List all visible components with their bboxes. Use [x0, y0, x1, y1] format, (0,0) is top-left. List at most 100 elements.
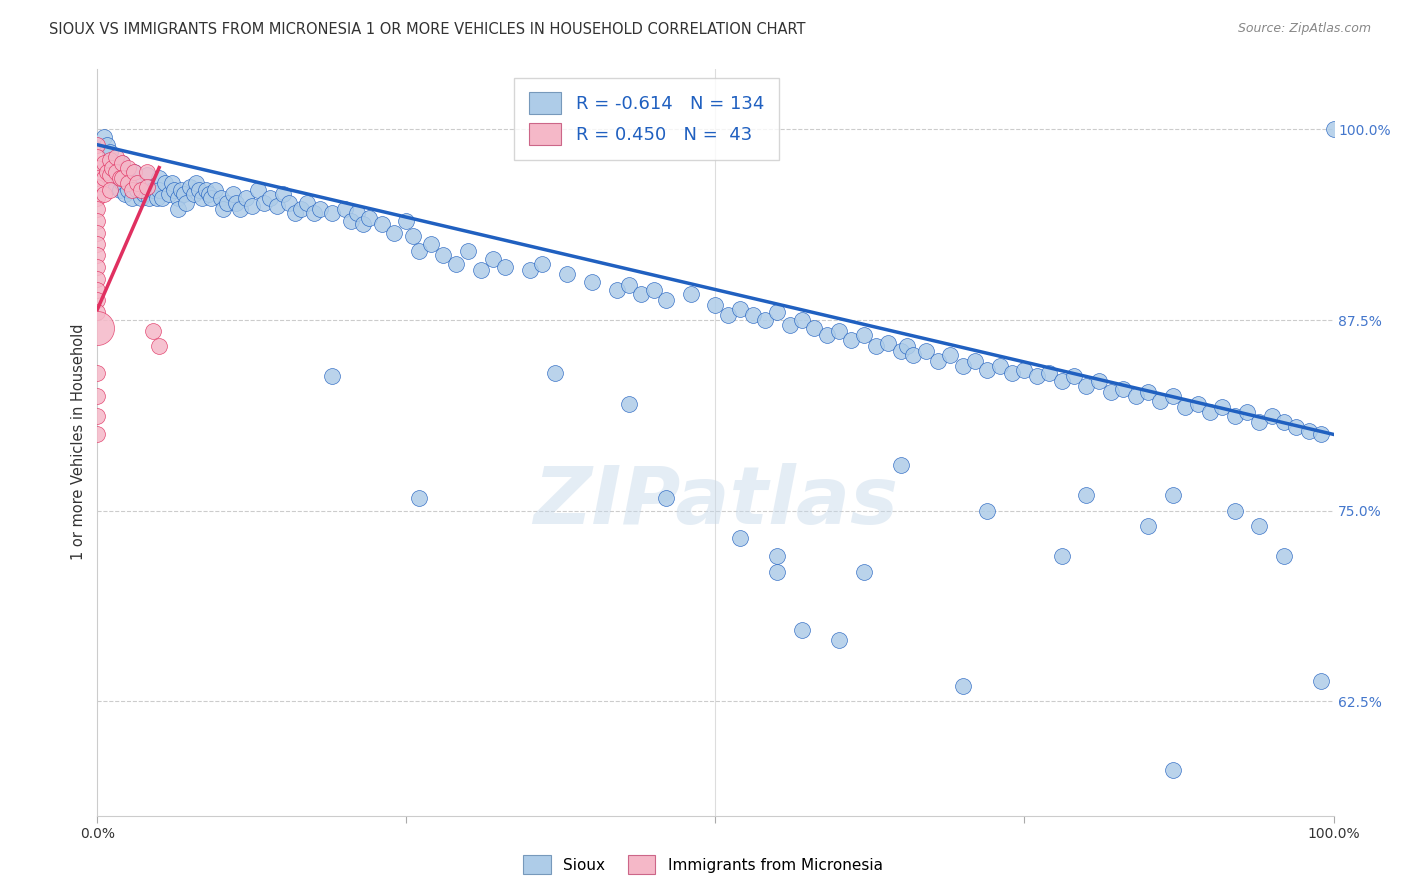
Point: [828, 633, 851, 648]
Point: [766, 305, 789, 319]
Point: [1322, 122, 1344, 136]
Point: [630, 287, 652, 301]
Point: [420, 236, 443, 251]
Point: [1260, 409, 1282, 423]
Point: [852, 328, 875, 343]
Point: [555, 268, 578, 282]
Point: [145, 191, 167, 205]
Point: [1099, 384, 1122, 399]
Point: [1112, 382, 1135, 396]
Point: [96, 165, 118, 179]
Point: [1174, 400, 1197, 414]
Point: [494, 260, 516, 274]
Point: [121, 184, 143, 198]
Point: [519, 262, 541, 277]
Point: [117, 176, 139, 190]
Point: [148, 339, 170, 353]
Point: [271, 186, 294, 201]
Point: [124, 165, 146, 179]
Text: SIOUX VS IMMIGRANTS FROM MICRONESIA 1 OR MORE VEHICLES IN HOUSEHOLD CORRELATION : SIOUX VS IMMIGRANTS FROM MICRONESIA 1 OR…: [49, 22, 806, 37]
Point: [432, 247, 454, 261]
Point: [1223, 409, 1246, 423]
Point: [247, 184, 270, 198]
Point: [1149, 393, 1171, 408]
Point: [98, 156, 121, 170]
Point: [93, 171, 115, 186]
Point: [86, 409, 108, 423]
Point: [1161, 763, 1184, 777]
Point: [93, 156, 115, 170]
Point: [86, 389, 108, 403]
Point: [766, 565, 789, 579]
Point: [104, 171, 127, 186]
Point: [111, 176, 134, 190]
Point: [717, 309, 740, 323]
Point: [160, 176, 183, 190]
Point: [1014, 363, 1036, 377]
Point: [963, 354, 986, 368]
Point: [142, 324, 165, 338]
Point: [240, 199, 263, 213]
Point: [728, 302, 751, 317]
Point: [1199, 404, 1222, 418]
Point: [235, 191, 257, 205]
Point: [914, 343, 936, 358]
Point: [98, 153, 121, 167]
Point: [1310, 427, 1333, 442]
Point: [98, 145, 121, 160]
Point: [124, 165, 146, 179]
Point: [86, 214, 108, 228]
Point: [101, 161, 124, 175]
Point: [1137, 519, 1160, 533]
Point: [1211, 400, 1233, 414]
Point: [1272, 549, 1295, 564]
Point: [790, 313, 813, 327]
Point: [187, 184, 209, 198]
Point: [457, 244, 479, 259]
Point: [1298, 425, 1320, 439]
Point: [183, 186, 205, 201]
Point: [1161, 488, 1184, 502]
Point: [104, 150, 127, 164]
Point: [1076, 378, 1098, 392]
Point: [86, 226, 108, 240]
Point: [104, 165, 127, 179]
Point: [86, 427, 108, 442]
Point: [1050, 549, 1073, 564]
Point: [135, 180, 157, 194]
Text: ZIPatlas: ZIPatlas: [533, 463, 898, 541]
Point: [135, 180, 157, 194]
Point: [1161, 389, 1184, 403]
Point: [679, 287, 702, 301]
Point: [86, 320, 108, 334]
Point: [125, 176, 148, 190]
Point: [129, 184, 152, 198]
Point: [1272, 415, 1295, 429]
Point: [617, 397, 640, 411]
Point: [370, 217, 392, 231]
Point: [297, 195, 319, 210]
Point: [108, 184, 131, 198]
Point: [754, 313, 776, 327]
Point: [321, 206, 343, 220]
Point: [790, 623, 813, 637]
Point: [163, 184, 186, 198]
Point: [98, 168, 121, 182]
Point: [308, 202, 330, 216]
Point: [395, 214, 418, 228]
Point: [104, 180, 127, 194]
Point: [129, 191, 152, 205]
Point: [643, 283, 665, 297]
Point: [321, 369, 343, 384]
Point: [86, 171, 108, 186]
Point: [1038, 367, 1060, 381]
Point: [86, 191, 108, 205]
Point: [173, 186, 195, 201]
Point: [1285, 419, 1308, 434]
Point: [186, 176, 208, 190]
Text: Source: ZipAtlas.com: Source: ZipAtlas.com: [1237, 22, 1371, 36]
Point: [779, 318, 801, 332]
Point: [155, 176, 177, 190]
Point: [939, 348, 962, 362]
Point: [150, 191, 173, 205]
